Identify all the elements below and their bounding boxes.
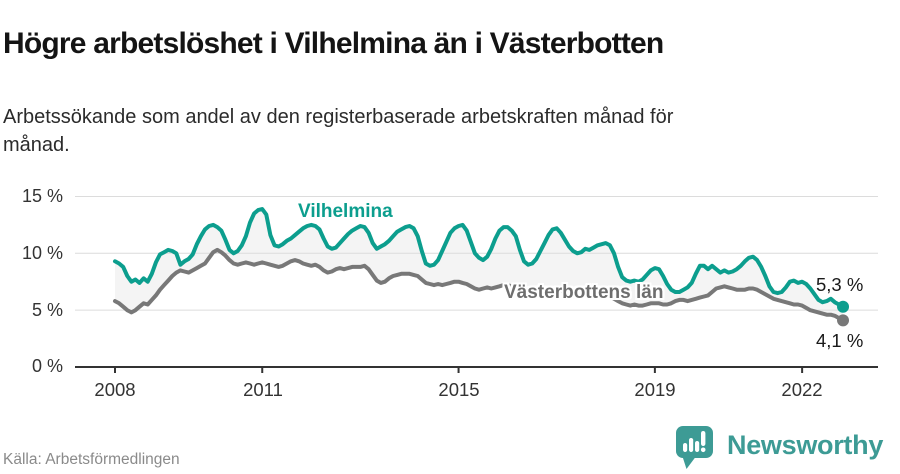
y-axis-label-0: 0 % <box>31 356 63 376</box>
y-axis-label-15: 15 % <box>21 186 63 206</box>
subtitle-line-2: månad. <box>3 134 70 156</box>
logo-bubble <box>676 426 713 458</box>
newsworthy-logo-icon <box>676 426 713 469</box>
y-axis-label-5: 5 % <box>31 300 63 320</box>
newsworthy-logo-text: Newsworthy <box>727 430 884 460</box>
x-axis-label-2019: 2019 <box>634 379 676 400</box>
series-label-vilhelmina: Vilhelmina <box>298 201 393 222</box>
x-axis-label-2011: 2011 <box>243 379 283 400</box>
logo-bars-and-exclamation <box>683 431 706 453</box>
end-value-label-vasterbottens-lan: 4,1 % <box>816 330 864 351</box>
x-axis-label-2022: 2022 <box>781 379 823 400</box>
page-title: Högre arbetslöshet i Vilhelmina än i Väs… <box>3 27 664 61</box>
y-axis-label-10: 10 % <box>21 243 63 263</box>
source-note: Källa: Arbetsförmedlingen <box>3 451 180 468</box>
x-axis-label-2015: 2015 <box>438 379 480 400</box>
newsworthy-logo[interactable]: Newsworthy <box>676 425 898 471</box>
logo-bubble-tail <box>682 455 697 469</box>
line-chart <box>75 195 878 373</box>
subtitle-line-1: Arbetssökande som andel av den registerb… <box>3 106 674 128</box>
end-value-label-vilhelmina: 5,3 % <box>816 274 864 295</box>
x-axis-label-2008: 2008 <box>94 379 136 400</box>
series-label-vasterbottens-lan: Västerbottens län <box>504 282 664 303</box>
